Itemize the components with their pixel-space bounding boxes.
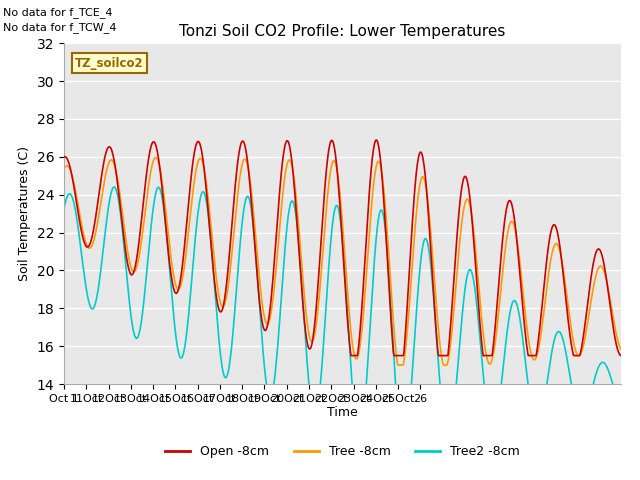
Tree2 -8cm [444,391,451,396]
Tree2 -8cm [265,391,273,396]
Open -8cm [117,209,125,215]
Open -8cm [444,353,451,359]
Tree -8cm [394,362,402,368]
X-axis label: Time: Time [327,407,358,420]
Open -8cm [305,346,313,352]
Open -8cm [60,154,68,160]
Tree2 -8cm [287,202,294,207]
Title: Tonzi Soil CO2 Profile: Lower Temperatures: Tonzi Soil CO2 Profile: Lower Temperatur… [179,24,506,39]
Tree2 -8cm [506,313,513,319]
Tree -8cm [506,223,513,228]
Tree2 -8cm [495,391,503,396]
Tree -8cm [152,155,160,160]
Tree2 -8cm [307,391,314,396]
Text: TZ_soilco2: TZ_soilco2 [75,57,144,70]
Tree2 -8cm [617,391,625,396]
Open -8cm [617,353,625,359]
Open -8cm [506,198,513,204]
Tree -8cm [444,361,451,367]
Y-axis label: Soil Temperatures (C): Soil Temperatures (C) [18,146,31,281]
Tree -8cm [495,303,503,309]
Tree2 -8cm [60,205,68,211]
Tree -8cm [117,198,125,204]
Line: Open -8cm: Open -8cm [64,140,621,356]
Tree2 -8cm [110,184,118,190]
Open -8cm [285,142,293,147]
Open -8cm [347,353,355,359]
Tree -8cm [286,157,294,163]
Text: No data for f_TCW_4: No data for f_TCW_4 [3,22,116,33]
Text: No data for f_TCE_4: No data for f_TCE_4 [3,7,113,18]
Legend: Open -8cm, Tree -8cm, Tree2 -8cm: Open -8cm, Tree -8cm, Tree2 -8cm [159,440,525,463]
Tree -8cm [617,347,625,352]
Line: Tree -8cm: Tree -8cm [64,157,621,365]
Tree -8cm [306,335,314,341]
Open -8cm [495,275,503,280]
Open -8cm [372,137,380,143]
Tree -8cm [60,166,68,171]
Tree2 -8cm [118,219,125,225]
Line: Tree2 -8cm: Tree2 -8cm [64,187,621,394]
